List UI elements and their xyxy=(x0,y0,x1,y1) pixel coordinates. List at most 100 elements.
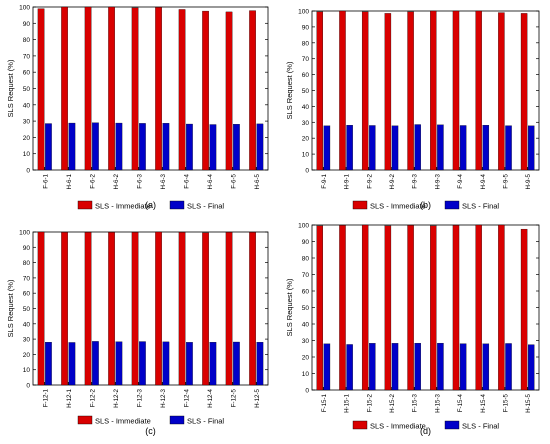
y-tick-label: 100 xyxy=(298,9,309,16)
bar-final xyxy=(209,124,217,171)
bar-immediate xyxy=(155,7,162,171)
y-tick-label: 50 xyxy=(23,306,31,313)
panel-caption: (b) xyxy=(420,200,431,210)
y-tick-label: 90 xyxy=(23,245,31,252)
bar-immediate xyxy=(37,231,45,386)
bar-immediate xyxy=(339,225,346,391)
legend-label-final: SLS - Final xyxy=(462,422,499,431)
y-tick-label: 20 xyxy=(23,352,31,359)
x-tick-label: H-15-1 xyxy=(344,393,351,412)
x-tick-label: F-15-1 xyxy=(321,393,328,412)
bar-immediate xyxy=(384,225,392,391)
bar-final xyxy=(482,343,490,391)
bar-final xyxy=(323,125,331,171)
y-axis-label: SLS Request (%) xyxy=(6,279,15,337)
legend-swatch-immediate xyxy=(352,420,368,430)
bar-final xyxy=(391,343,399,391)
bar-final xyxy=(139,123,146,171)
x-tick-label: F-15-5 xyxy=(502,393,509,412)
bar-immediate xyxy=(84,6,92,171)
y-tick-label: 70 xyxy=(23,275,31,282)
y-axis-label: SLS Request (%) xyxy=(285,278,294,336)
x-tick-label: F-6-4 xyxy=(183,173,190,188)
x-tick-label: H-6-2 xyxy=(113,173,120,189)
y-tick-label: 90 xyxy=(302,239,310,246)
x-tick-label: H-12-3 xyxy=(160,388,167,407)
bar-final xyxy=(346,125,353,171)
x-tick-label: F-12-3 xyxy=(136,388,143,407)
plot-frame xyxy=(32,231,269,386)
bar-final xyxy=(414,124,421,171)
bar-immediate xyxy=(178,9,186,171)
bar-final xyxy=(92,341,99,386)
x-tick-label: F-6-3 xyxy=(136,173,143,188)
y-tick-label: 30 xyxy=(302,338,310,345)
bar-immediate xyxy=(178,232,186,386)
y-tick-label: 90 xyxy=(23,21,31,28)
bar-immediate xyxy=(452,225,460,391)
bar-final xyxy=(45,123,52,171)
y-tick-label: 0 xyxy=(305,388,309,395)
bar-immediate xyxy=(475,224,482,391)
bar-final xyxy=(482,125,490,171)
legend-swatch-immediate xyxy=(352,200,368,210)
bar-final xyxy=(459,343,467,391)
x-tick-label: H-15-5 xyxy=(525,393,532,412)
y-tick-label: 50 xyxy=(23,86,31,93)
bar-immediate xyxy=(202,10,209,171)
bar-immediate xyxy=(361,11,369,171)
y-tick-label: 10 xyxy=(23,151,31,158)
y-tick-label: 80 xyxy=(302,40,310,47)
x-tick-label: F-6-1 xyxy=(42,173,49,188)
bar-final xyxy=(437,124,444,171)
bar-final xyxy=(256,123,264,171)
bar-final xyxy=(528,344,535,391)
y-tick-label: 60 xyxy=(23,70,31,77)
y-tick-label: 70 xyxy=(23,53,31,60)
bar-final xyxy=(68,122,76,171)
chart-panel-3: 0 10 20 30 40 50 60 70 80 90 100 SLS Request (%) F-1… xyxy=(6,230,269,436)
bar-immediate xyxy=(202,232,209,386)
x-tick-label: F-12-2 xyxy=(89,388,96,407)
bar-final xyxy=(528,125,535,171)
x-tick-label: H-12-4 xyxy=(207,388,214,407)
x-tick-label: H-9-2 xyxy=(389,173,396,189)
y-tick-label: 10 xyxy=(23,367,31,374)
bar-immediate xyxy=(475,10,482,171)
x-tick-label: F-12-4 xyxy=(183,388,190,407)
y-tick-label: 50 xyxy=(302,88,310,95)
bar-final xyxy=(505,343,512,391)
y-tick-label: 10 xyxy=(302,152,310,159)
bar-immediate xyxy=(520,228,528,391)
legend-label-final: SLS - Final xyxy=(462,202,499,211)
panel-caption: (a) xyxy=(145,200,156,210)
y-tick-label: 40 xyxy=(23,321,31,328)
x-tick-label: F-6-2 xyxy=(89,173,96,188)
y-tick-label: 100 xyxy=(19,230,30,237)
y-axis-label: SLS Request (%) xyxy=(6,59,15,117)
x-tick-label: H-9-3 xyxy=(434,173,441,189)
bar-immediate xyxy=(520,13,528,171)
bar-immediate xyxy=(498,224,505,391)
bar-final xyxy=(68,342,76,386)
x-tick-label: H-15-3 xyxy=(434,393,441,412)
bar-immediate xyxy=(108,6,115,171)
chart-panel-1: 0 10 20 30 40 50 60 70 80 90 100 SLS Request (%) F-6… xyxy=(6,5,269,211)
bar-final xyxy=(186,342,193,386)
bar-immediate xyxy=(361,224,369,391)
y-tick-label: 20 xyxy=(302,355,310,362)
x-tick-label: H-6-4 xyxy=(207,173,214,189)
bar-final xyxy=(233,341,240,386)
y-tick-label: 20 xyxy=(302,136,310,143)
x-tick-label: F-9-5 xyxy=(502,173,509,188)
bar-final xyxy=(437,342,444,391)
y-axis-label: SLS Request (%) xyxy=(285,61,294,119)
bar-immediate xyxy=(155,231,162,386)
bar-final xyxy=(139,341,146,386)
bar-immediate xyxy=(61,232,68,386)
y-tick-label: 80 xyxy=(23,37,31,44)
bar-immediate xyxy=(452,10,460,171)
plot-frame xyxy=(311,10,540,171)
x-tick-label: H-9-1 xyxy=(344,173,351,189)
